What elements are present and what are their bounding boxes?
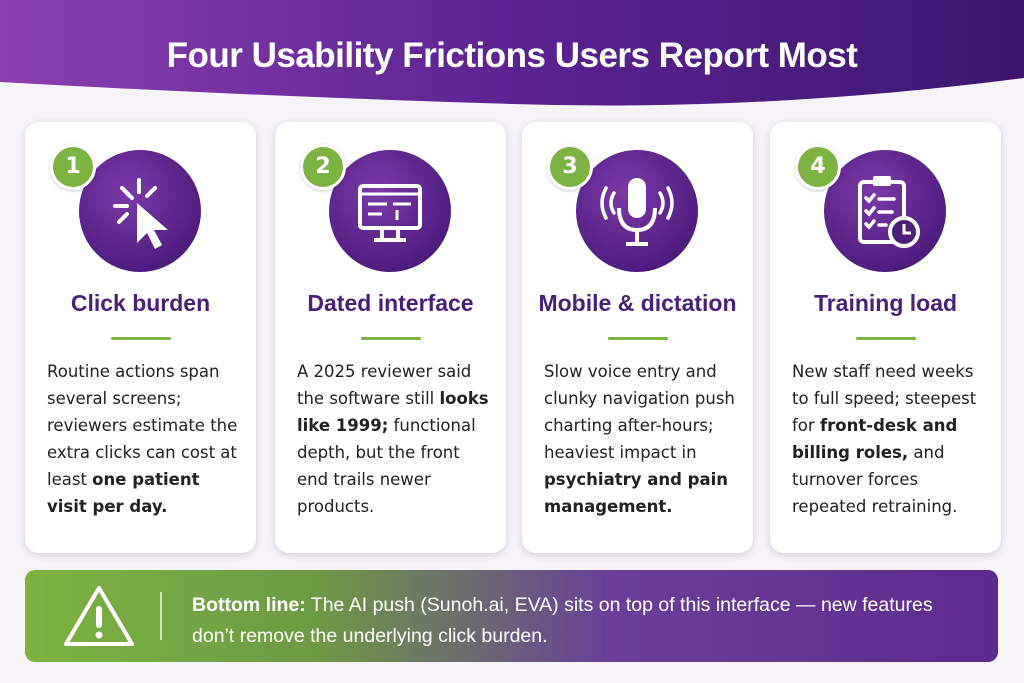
title-rule	[608, 337, 668, 340]
card: 4 Training load New staff need weeks to fu…	[770, 122, 1001, 553]
title-rule	[111, 337, 171, 340]
title-rule	[856, 337, 916, 340]
body-text: New staff need weeks to full speed; stee…	[792, 362, 977, 435]
card-body: A 2025 reviewer said the software still …	[297, 358, 489, 520]
card-number: 4	[795, 144, 841, 190]
card-number: 1	[50, 144, 96, 190]
card-icon	[79, 150, 201, 272]
body-text: Slow voice entry and clunky navigation p…	[544, 362, 735, 462]
bottom-banner: Bottom line: The AI push (Sunoh.ai, EVA)…	[25, 570, 998, 662]
bottom-text: Bottom line: The AI push (Sunoh.ai, EVA)…	[192, 590, 972, 652]
body-text: A 2025 reviewer said the software still	[297, 362, 472, 408]
bottom-label: Bottom line:	[192, 594, 306, 616]
card-title: Dated interface	[307, 290, 474, 316]
card-title: Training load	[813, 290, 958, 316]
warning-icon	[64, 586, 134, 646]
card-icon	[824, 150, 946, 272]
card: 2 Dated interface A 2025 reviewer said the…	[275, 122, 506, 553]
body-text: and turnover forces repeated retraining.	[792, 443, 958, 516]
card-number: 3	[547, 144, 593, 190]
card-icon	[576, 150, 698, 272]
card-body: New staff need weeks to full speed; stee…	[792, 358, 984, 520]
emphasis: looks like 1999;	[297, 389, 489, 435]
emphasis: front-desk and billing roles,	[792, 416, 958, 462]
card-title: Mobile & dictation	[538, 290, 737, 316]
title: Four Usability Frictions Users Report Mo…	[166, 36, 858, 75]
card-icon	[329, 150, 451, 272]
title-rule	[361, 337, 421, 340]
body-text: functional depth, but the front end trai…	[297, 416, 476, 516]
card-number: 2	[300, 144, 346, 190]
divider	[160, 592, 162, 640]
emphasis: one patient visit per day.	[47, 470, 200, 516]
card-body: Routine actions span several screens; re…	[47, 358, 239, 520]
card-body: Slow voice entry and clunky navigation p…	[544, 358, 736, 520]
card: 3 Mobile & dictation Slow voice entry and …	[522, 122, 753, 553]
card-title: Click burden	[70, 290, 211, 316]
header-band	[0, 0, 1024, 106]
emphasis: psychiatry and pain management.	[544, 470, 729, 516]
card: 1 Click burden Routine actions span severa…	[25, 122, 256, 553]
body-text: Routine actions span several screens; re…	[47, 362, 238, 489]
bottom-body: The AI push (Sunoh.ai, EVA) sits on top …	[192, 594, 933, 647]
